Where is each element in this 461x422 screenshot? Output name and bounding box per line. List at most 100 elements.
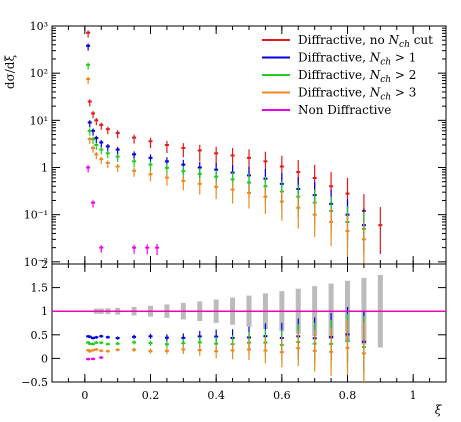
data-point — [263, 185, 268, 188]
legend-label: Diffractive, Nch > 2 — [298, 68, 416, 85]
main-y-tick-label: 1 — [41, 162, 48, 175]
data-point — [132, 136, 137, 139]
data-point — [87, 138, 92, 141]
data-point — [87, 129, 92, 132]
ratio-data-point — [197, 335, 202, 338]
data-point — [263, 195, 268, 198]
ratio-data-point — [164, 349, 169, 352]
data-point — [230, 154, 235, 157]
data-point — [214, 175, 219, 178]
data-point — [181, 179, 186, 182]
data-point — [115, 165, 120, 168]
ratio-panel: 0 0.2 0.4 0.6 0.8 1 −0.5 0 0.5 1 1.5 2 — [21, 258, 447, 402]
ratio-data-point — [105, 336, 110, 339]
data-point — [345, 230, 350, 233]
ratio-data-point — [115, 337, 120, 340]
ratio-data-point — [329, 350, 334, 353]
data-point — [105, 145, 110, 148]
legend-label: Diffractive, no Nch cut — [298, 33, 433, 50]
ratio-series-group-1 — [86, 306, 366, 373]
ratio-data-point — [87, 342, 92, 345]
data-point — [155, 246, 160, 249]
main-y-tick-label: 10² — [30, 67, 48, 80]
ratio-data-point — [91, 343, 96, 346]
series-group-4 — [86, 165, 160, 256]
data-point — [279, 200, 284, 203]
data-point — [99, 158, 104, 161]
data-point — [329, 220, 334, 223]
x-tick-label: 0.8 — [339, 389, 357, 402]
data-point — [197, 149, 202, 152]
ratio-data-point — [132, 348, 137, 351]
data-point — [214, 185, 219, 188]
ratio-data-point — [247, 348, 251, 351]
data-point — [86, 63, 91, 66]
ratio-data-point — [91, 337, 96, 340]
data-point — [263, 160, 268, 163]
data-point — [99, 123, 104, 126]
ratio-data-point — [86, 341, 91, 344]
data-point — [115, 131, 120, 134]
ratio-data-point — [181, 342, 186, 345]
ratio-data-point — [279, 351, 284, 354]
data-point — [105, 128, 110, 131]
ratio-data-point — [115, 342, 120, 345]
data-point — [296, 171, 301, 174]
data-point — [132, 246, 137, 249]
main-y-tick-label: 10¹ — [30, 114, 48, 127]
ratio-data-point — [164, 343, 169, 346]
main-y-axis-label: dσ/dξ — [3, 55, 17, 90]
data-point — [132, 153, 137, 156]
data-point — [197, 166, 202, 169]
main-y-tick-label: 10³ — [30, 20, 48, 33]
data-point — [91, 129, 96, 132]
main-y-tick-label: 10⁻² — [24, 256, 48, 269]
data-point — [91, 112, 96, 115]
main-panel: 10⁻² 10⁻¹ 1 10¹ 10² 10³ — [24, 20, 447, 269]
data-point — [115, 148, 120, 151]
data-point — [94, 119, 99, 122]
ratio-data-point — [132, 341, 137, 344]
ratio-data-point — [87, 350, 92, 353]
ratio-y-tick-label: 0.5 — [31, 329, 49, 342]
ratio-y-tick-label: 2 — [41, 258, 48, 271]
ratio-y-tick-label: −0.5 — [21, 376, 48, 389]
ratio-data-point — [91, 349, 96, 352]
ratio-data-point — [94, 336, 99, 339]
data-point — [105, 152, 110, 155]
main-y-tick-label: 10⁻¹ — [24, 209, 48, 222]
data-point — [148, 173, 153, 176]
data-point — [164, 176, 169, 179]
data-point — [86, 31, 91, 34]
data-point — [91, 138, 96, 141]
data-point — [247, 181, 251, 184]
data-point — [115, 155, 120, 158]
data-point — [99, 148, 104, 151]
data-point — [197, 182, 202, 185]
data-point — [247, 156, 251, 159]
data-point — [86, 44, 91, 47]
data-point — [230, 178, 235, 181]
x-tick-label: 0.4 — [207, 389, 225, 402]
ratio-data-point — [99, 335, 104, 338]
data-point — [181, 170, 186, 173]
ratio-data-point — [296, 347, 301, 350]
data-point — [132, 160, 137, 163]
data-point — [279, 165, 284, 168]
data-point — [345, 192, 350, 195]
data-point — [86, 166, 91, 169]
data-point — [145, 246, 150, 249]
data-point — [91, 201, 96, 204]
data-point — [197, 172, 202, 175]
data-point — [378, 224, 383, 227]
data-point — [214, 152, 219, 155]
data-point — [148, 156, 153, 159]
ratio-data-point — [132, 335, 137, 338]
ratio-x-axis-label: ξ — [435, 403, 443, 417]
x-tick-label: 0.2 — [142, 389, 160, 402]
data-point — [99, 246, 104, 249]
data-point — [94, 153, 99, 156]
data-point — [181, 163, 186, 166]
ratio-data-point — [94, 348, 99, 351]
